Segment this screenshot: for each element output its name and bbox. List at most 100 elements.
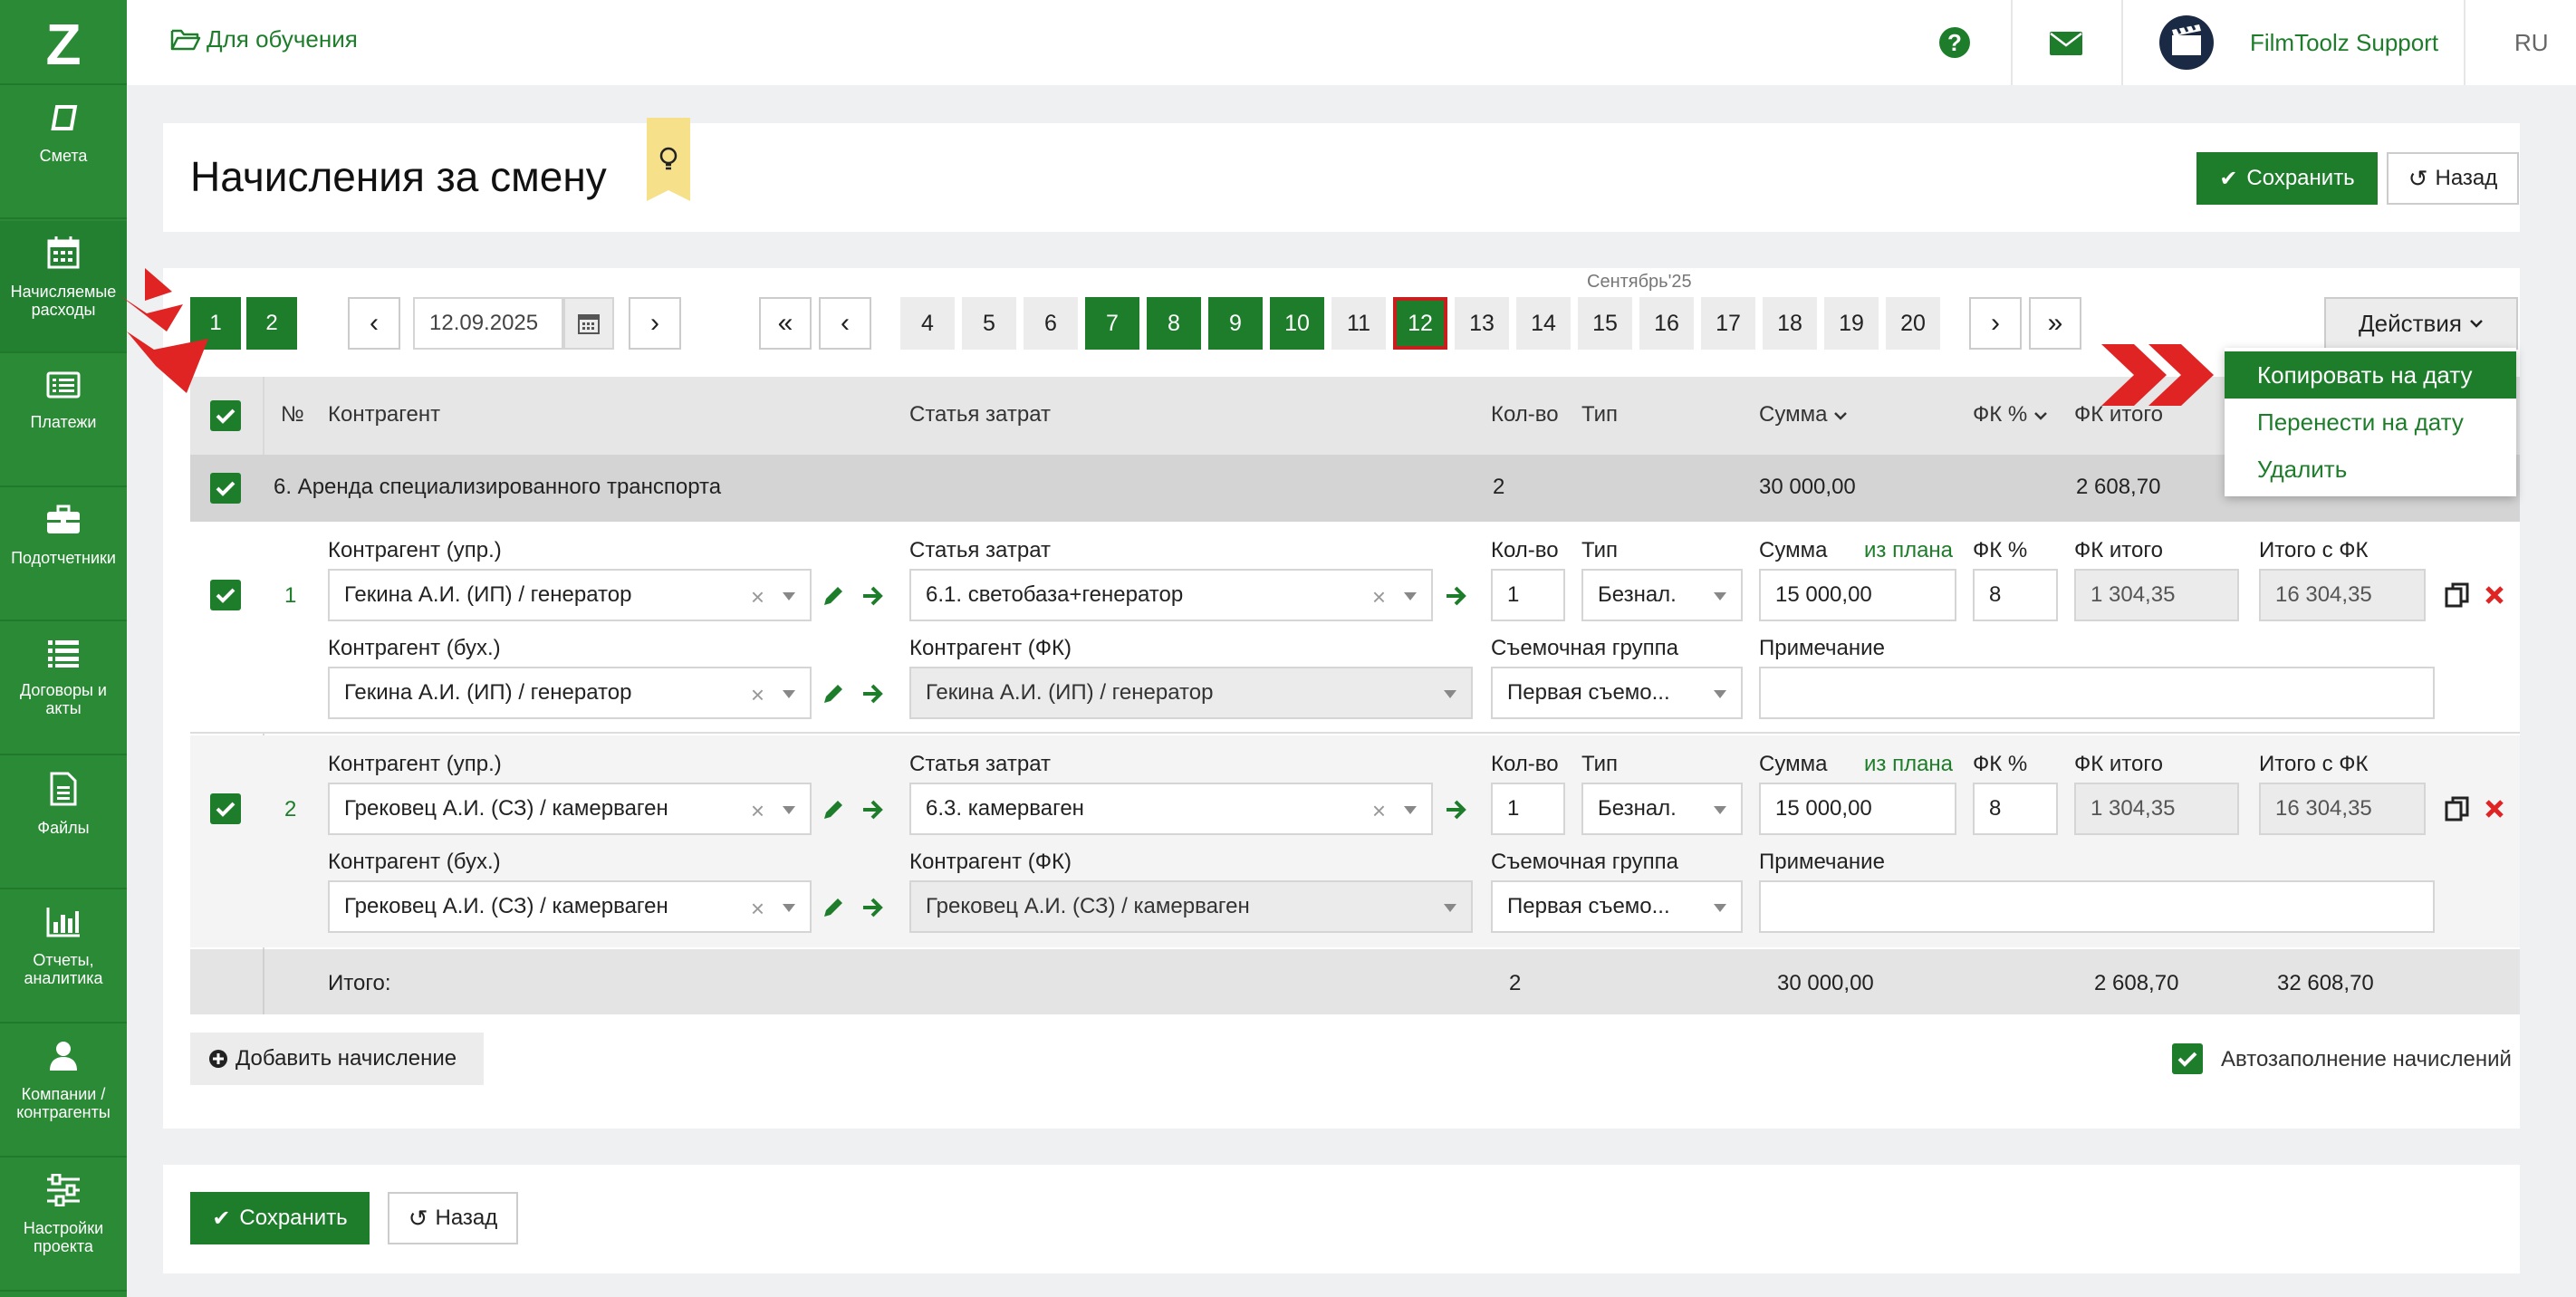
- day-10[interactable]: 10: [1270, 297, 1324, 350]
- arrow-right-icon[interactable]: [860, 895, 886, 920]
- user-name[interactable]: FilmToolz Support: [2250, 29, 2439, 56]
- clear-icon[interactable]: ×: [750, 583, 764, 610]
- edit-pencil-icon[interactable]: [821, 895, 846, 920]
- sidebar-item-accountables[interactable]: Подотчетники: [0, 489, 127, 621]
- qty-input[interactable]: 1: [1491, 783, 1565, 835]
- day-8[interactable]: 8: [1147, 297, 1201, 350]
- edit-pencil-icon[interactable]: [821, 681, 846, 706]
- app-logo[interactable]: Z: [0, 0, 127, 85]
- sidebar-item-files[interactable]: Файлы: [0, 757, 127, 889]
- days-next-button[interactable]: ›: [1969, 297, 2022, 350]
- clear-icon[interactable]: ×: [750, 681, 764, 708]
- row-checkbox[interactable]: [210, 580, 241, 610]
- day-15[interactable]: 15: [1578, 297, 1632, 350]
- clear-icon[interactable]: ×: [750, 797, 764, 824]
- calendar-icon[interactable]: [563, 297, 614, 350]
- edit-pencil-icon[interactable]: [821, 797, 846, 822]
- delete-icon[interactable]: [2484, 798, 2505, 820]
- sidebar-item-reports[interactable]: Отчеты, аналитика: [0, 891, 127, 1023]
- menu-delete[interactable]: Удалить: [2257, 455, 2348, 483]
- sidebar-item-companies[interactable]: Компании / контрагенты: [0, 1025, 127, 1158]
- arrow-right-icon[interactable]: [1444, 583, 1469, 609]
- day-11[interactable]: 11: [1331, 297, 1386, 350]
- group-checkbox[interactable]: [210, 473, 241, 504]
- crew-select[interactable]: Первая съемо...: [1491, 667, 1743, 719]
- sum-input[interactable]: 15 000,00: [1759, 569, 1956, 621]
- day-7[interactable]: 7: [1085, 297, 1139, 350]
- select-all-checkbox[interactable]: [210, 400, 241, 431]
- days-first-button[interactable]: «: [759, 297, 812, 350]
- edit-pencil-icon[interactable]: [821, 583, 846, 609]
- hint-bookmark[interactable]: [647, 118, 690, 201]
- day-14[interactable]: 14: [1516, 297, 1571, 350]
- article-select[interactable]: 6.1. светобаза+генератор ×: [909, 569, 1433, 621]
- help-icon[interactable]: ?: [1938, 26, 1971, 63]
- note-input[interactable]: [1759, 880, 2435, 933]
- menu-move-to-date[interactable]: Перенести на дату: [2257, 408, 2464, 436]
- clear-icon[interactable]: ×: [750, 895, 764, 922]
- day-16[interactable]: 16: [1639, 297, 1694, 350]
- clear-icon[interactable]: ×: [1371, 797, 1386, 824]
- sidebar-item-settings[interactable]: Настройки проекта: [0, 1159, 127, 1292]
- project-link[interactable]: Для обучения: [170, 25, 358, 53]
- day-18[interactable]: 18: [1763, 297, 1817, 350]
- language-switch[interactable]: RU: [2514, 29, 2549, 56]
- actions-dropdown-button[interactable]: Действия: [2324, 297, 2518, 350]
- day-13[interactable]: 13: [1455, 297, 1509, 350]
- sidebar-item-payments[interactable]: Платежи: [0, 355, 127, 487]
- day-19[interactable]: 19: [1824, 297, 1879, 350]
- day-20[interactable]: 20: [1886, 297, 1940, 350]
- menu-copy-to-date[interactable]: Копировать на дату: [2225, 351, 2516, 399]
- day-17[interactable]: 17: [1701, 297, 1755, 350]
- note-input[interactable]: [1759, 667, 2435, 719]
- days-prev-button[interactable]: ‹: [819, 297, 871, 350]
- back-button-bottom[interactable]: ↺ Назад: [388, 1192, 518, 1244]
- day-9[interactable]: 9: [1208, 297, 1263, 350]
- type-select[interactable]: Безнал.: [1581, 783, 1743, 835]
- contractor-fk-select[interactable]: Гекина А.И. (ИП) / генератор: [909, 667, 1473, 719]
- date-input[interactable]: 12.09.2025: [413, 297, 563, 350]
- sidebar-item-accruals[interactable]: Начисляемые расходы: [0, 221, 127, 353]
- type-select[interactable]: Безнал.: [1581, 569, 1743, 621]
- from-plan-link[interactable]: из плана: [1864, 752, 1954, 776]
- avatar[interactable]: [2159, 15, 2214, 70]
- qty-input[interactable]: 1: [1491, 569, 1565, 621]
- group-tab-2[interactable]: 2: [246, 297, 297, 350]
- date-next-button[interactable]: ›: [629, 297, 681, 350]
- crew-select[interactable]: Первая съемо...: [1491, 880, 1743, 933]
- save-button-bottom[interactable]: ✔ Сохранить: [190, 1192, 370, 1244]
- back-button-top[interactable]: ↺ Назад: [2387, 152, 2519, 205]
- contractor-mgmt-select[interactable]: Грековец А.И. (СЗ) / камерваген ×: [328, 783, 812, 835]
- day-6[interactable]: 6: [1024, 297, 1078, 350]
- contractor-fk-select[interactable]: Грековец А.И. (СЗ) / камерваген: [909, 880, 1473, 933]
- contractor-acc-select[interactable]: Гекина А.И. (ИП) / генератор ×: [328, 667, 812, 719]
- save-button-top[interactable]: ✔ Сохранить: [2196, 152, 2378, 205]
- arrow-right-icon[interactable]: [1444, 797, 1469, 822]
- day-12-selected[interactable]: 12: [1393, 297, 1447, 350]
- header-sum[interactable]: Сумма: [1759, 402, 1848, 428]
- days-last-button[interactable]: »: [2029, 297, 2081, 350]
- delete-icon[interactable]: [2484, 584, 2505, 606]
- row-checkbox[interactable]: [210, 793, 241, 824]
- date-prev-button[interactable]: ‹: [348, 297, 400, 350]
- day-4[interactable]: 4: [900, 297, 955, 350]
- clear-icon[interactable]: ×: [1371, 583, 1386, 610]
- mail-icon[interactable]: [2049, 31, 2083, 61]
- sidebar-item-contracts[interactable]: Договоры и акты: [0, 623, 127, 755]
- add-accrual-button[interactable]: Добавить начисление: [190, 1033, 484, 1085]
- header-fk[interactable]: ФК %: [1973, 402, 2048, 428]
- contractor-mgmt-select[interactable]: Гекина А.И. (ИП) / генератор ×: [328, 569, 812, 621]
- copy-icon[interactable]: [2444, 795, 2471, 822]
- autofill-checkbox[interactable]: [2172, 1043, 2203, 1074]
- arrow-right-icon[interactable]: [860, 681, 886, 706]
- arrow-right-icon[interactable]: [860, 797, 886, 822]
- from-plan-link[interactable]: из плана: [1864, 538, 1954, 562]
- contractor-acc-select[interactable]: Грековец А.И. (СЗ) / камерваген ×: [328, 880, 812, 933]
- arrow-right-icon[interactable]: [860, 583, 886, 609]
- article-select[interactable]: 6.3. камерваген ×: [909, 783, 1433, 835]
- sidebar-item-estimate[interactable]: Смета: [0, 87, 127, 219]
- day-5[interactable]: 5: [962, 297, 1016, 350]
- fk-input[interactable]: 8: [1973, 569, 2058, 621]
- fk-input[interactable]: 8: [1973, 783, 2058, 835]
- copy-icon[interactable]: [2444, 581, 2471, 609]
